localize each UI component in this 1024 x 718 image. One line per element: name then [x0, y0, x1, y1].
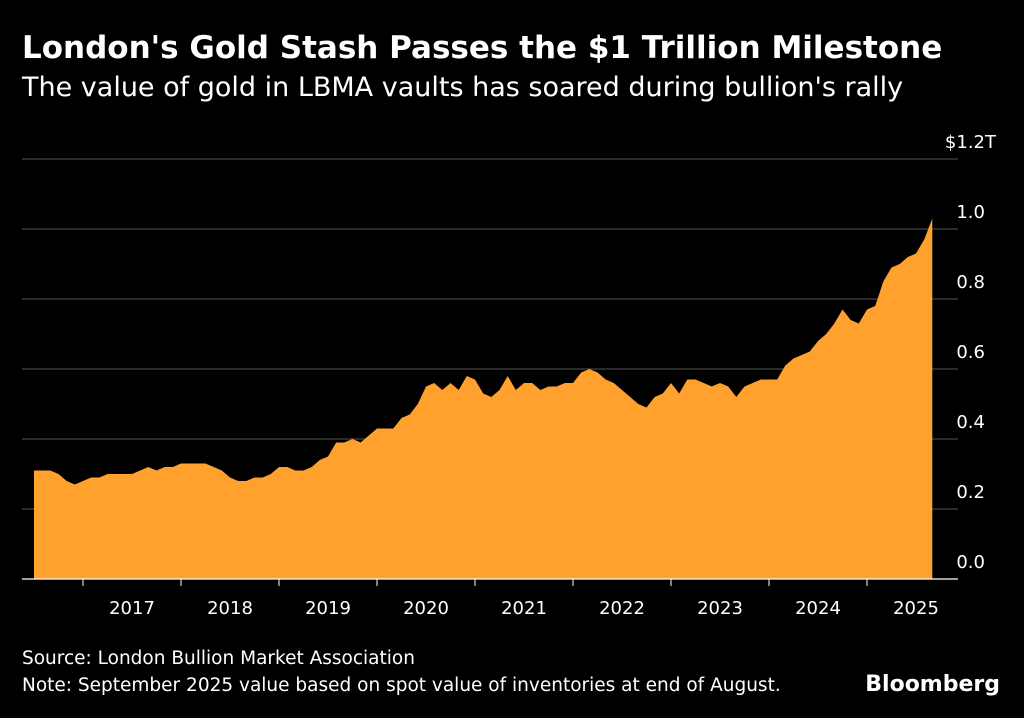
y-tick-label: 0.0 [956, 552, 985, 573]
y-tick-label: $1.2T [945, 132, 997, 153]
chart-subtitle: The value of gold in LBMA vaults has soa… [22, 72, 904, 103]
x-tick-label: 2020 [403, 598, 449, 619]
x-tick-label: 2021 [501, 598, 547, 619]
gold-value-area [34, 218, 933, 579]
y-axis-ticks: $1.2T 1.0 0.8 0.6 0.4 0.2 0.0 [945, 132, 997, 573]
footnote: Note: September 2025 value based on spot… [22, 675, 781, 696]
y-tick-label: 0.8 [956, 272, 985, 293]
y-tick-label: 1.0 [956, 202, 985, 223]
chart-title: London's Gold Stash Passes the $1 Trilli… [22, 30, 943, 66]
source-note: Source: London Bullion Market Associatio… [22, 648, 415, 669]
y-tick-label: 0.2 [956, 482, 985, 503]
area-chart: $1.2T 1.0 0.8 0.6 0.4 0.2 0.0 2017 2018 2019 2020… [22, 132, 997, 619]
y-tick-label: 0.4 [956, 412, 985, 433]
x-tick-label: 2025 [893, 598, 939, 619]
x-axis-ticks: 2017 2018 2019 2020 2021 2022 2023 2024 2025 [82, 579, 939, 619]
x-tick-label: 2023 [697, 598, 743, 619]
x-tick-label: 2022 [599, 598, 645, 619]
y-tick-label: 0.6 [956, 342, 985, 363]
x-tick-label: 2024 [795, 598, 841, 619]
x-tick-label: 2017 [109, 598, 155, 619]
x-tick-label: 2018 [207, 598, 253, 619]
bloomberg-logo: Bloomberg [865, 672, 1000, 697]
x-tick-label: 2019 [305, 598, 351, 619]
